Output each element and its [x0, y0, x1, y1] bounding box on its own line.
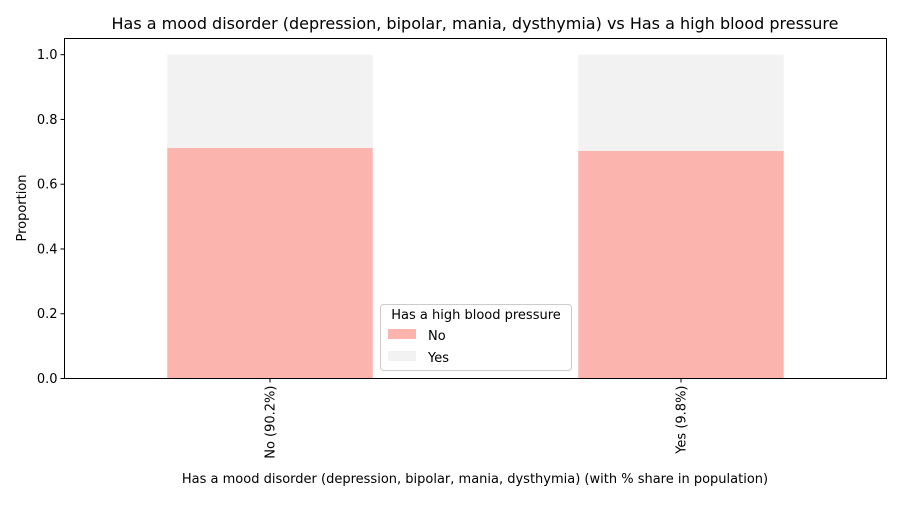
y-tick-label: 0.4 — [37, 242, 58, 257]
legend: Has a high blood pressure No Yes — [380, 304, 572, 371]
plot-frame — [64, 38, 887, 379]
x-axis-label: Has a mood disorder (depression, bipolar… — [182, 472, 768, 487]
y-axis-label: Proportion — [15, 174, 30, 241]
y-tick-label: 0.2 — [37, 307, 58, 322]
y-tick-label: 0.8 — [37, 113, 58, 128]
x-axis: No (90.2%) Yes (9.8%) — [264, 378, 690, 459]
bars-layer — [167, 54, 784, 379]
bar-yes-1 — [578, 54, 784, 151]
y-tick-label: 0.0 — [37, 372, 58, 387]
bar-no-1 — [578, 150, 784, 379]
y-axis: 0.0 0.2 0.4 0.6 0.8 1.0 — [37, 48, 65, 387]
legend-label-no: No — [428, 329, 446, 344]
x-tick-label: No (90.2%) — [264, 386, 279, 459]
bar-yes-0 — [167, 54, 373, 148]
legend-frame — [380, 304, 572, 371]
bar-no-0 — [167, 147, 373, 379]
legend-swatch-yes — [388, 351, 416, 361]
y-tick-label: 0.6 — [37, 178, 58, 193]
x-tick-label: Yes (9.8%) — [675, 386, 690, 455]
legend-swatch-no — [388, 329, 416, 339]
legend-label-yes: Yes — [427, 351, 449, 366]
legend-title: Has a high blood pressure — [391, 308, 561, 323]
y-tick-label: 1.0 — [37, 48, 58, 63]
chart-title: Has a mood disorder (depression, bipolar… — [112, 14, 839, 33]
